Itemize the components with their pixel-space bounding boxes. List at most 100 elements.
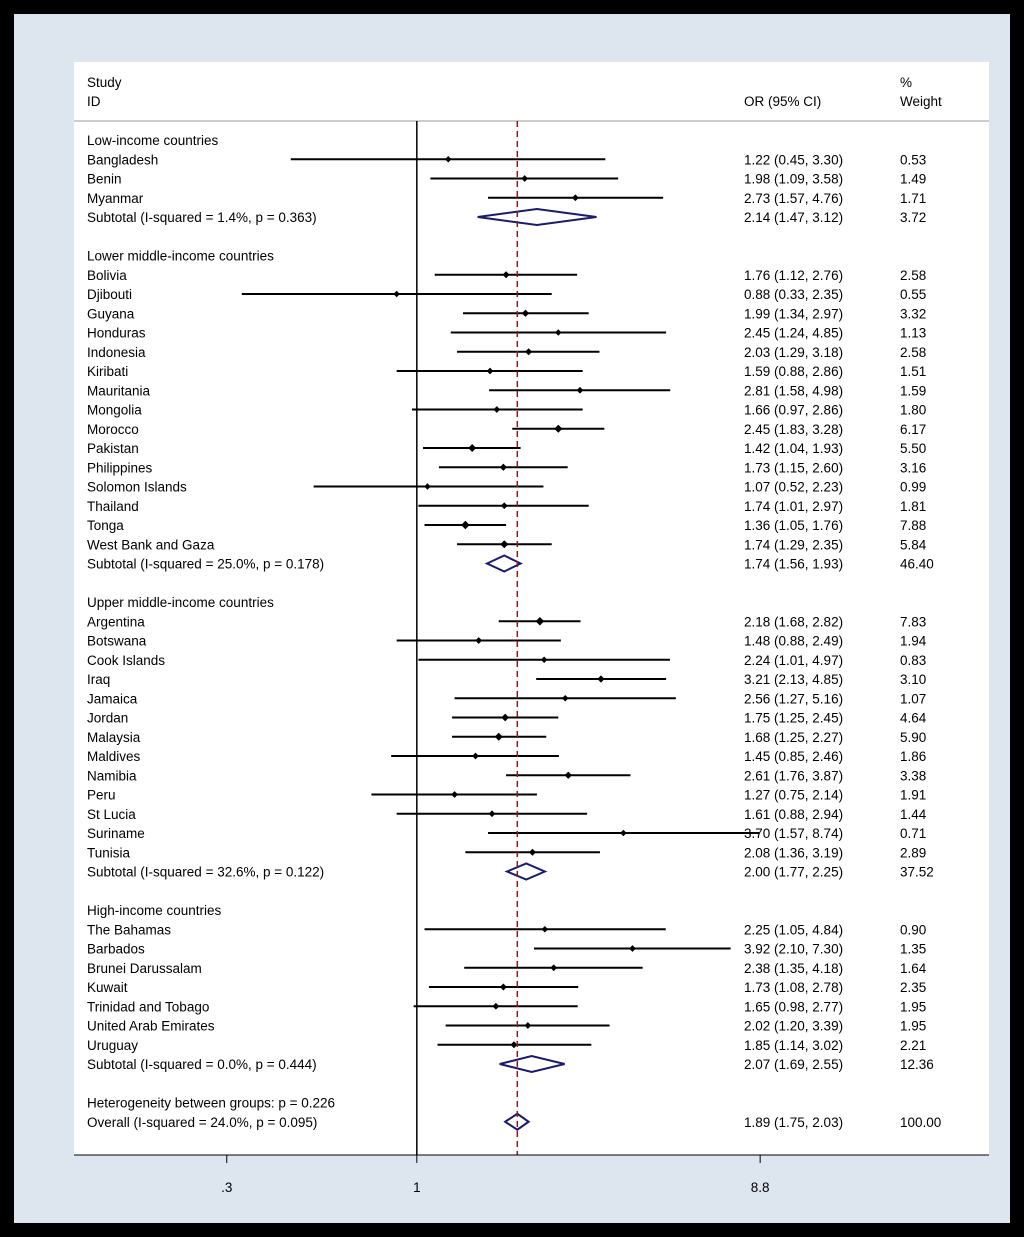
weight-value: 0.99: [900, 480, 926, 495]
study-label: Peru: [87, 788, 116, 803]
study-label: Barbados: [87, 942, 145, 957]
point-estimate-marker: [499, 463, 507, 471]
or-ci-value: 1.59 (0.88, 2.86): [744, 364, 843, 379]
study-label: Thailand: [87, 499, 139, 514]
study-label: Iraq: [87, 672, 110, 687]
subtotal-or-ci-value: 2.00 (1.77, 2.25): [744, 865, 843, 880]
weight-value: 2.58: [900, 345, 926, 360]
group-heading: Lower middle-income countries: [87, 249, 274, 264]
weight-value: 0.53: [900, 152, 926, 167]
study-label: Jordan: [87, 711, 128, 726]
point-estimate-marker: [521, 175, 529, 182]
weight-value: 1.95: [900, 999, 926, 1014]
point-estimate-marker: [486, 367, 494, 375]
or-ci-value: 1.75 (1.25, 2.45): [744, 711, 843, 726]
subtotal-label: Subtotal (I-squared = 32.6%, p = 0.122): [87, 865, 324, 880]
point-estimate-marker: [564, 771, 572, 779]
study-label: Bolivia: [87, 268, 127, 283]
weight-value: 1.81: [900, 499, 926, 514]
weight-value: 3.10: [900, 672, 926, 687]
weight-value: 2.58: [900, 268, 926, 283]
point-estimate-marker: [524, 1022, 532, 1029]
or-ci-value: 1.99 (1.34, 2.97): [744, 306, 843, 321]
weight-value: 1.13: [900, 326, 926, 341]
study-label: Tunisia: [87, 845, 131, 860]
study-label: Trinidad and Tobago: [87, 999, 209, 1014]
or-ci-value: 2.73 (1.57, 4.76): [744, 191, 843, 206]
subtotal-weight-value: 46.40: [900, 557, 934, 572]
point-estimate-marker: [597, 675, 605, 683]
subtotal-weight-value: 37.52: [900, 865, 934, 880]
or-ci-value: 1.42 (1.04, 1.93): [744, 441, 843, 456]
point-estimate-marker: [510, 1041, 518, 1049]
weight-value: 2.89: [900, 845, 926, 860]
study-label: Tonga: [87, 518, 124, 533]
weight-value: 1.91: [900, 788, 926, 803]
or-ci-value: 2.03 (1.29, 3.18): [744, 345, 843, 360]
weight-value: 1.95: [900, 1019, 926, 1034]
forest-plot: Study ID OR (95% CI) % Weight Low-income…: [74, 75, 989, 1195]
subtotal-label: Subtotal (I-squared = 1.4%, p = 0.363): [87, 210, 317, 225]
or-ci-value: 3.92 (2.10, 7.30): [744, 942, 843, 957]
point-estimate-marker: [555, 329, 562, 336]
weight-percent-header: %: [900, 75, 912, 90]
or-ci-value: 1.07 (0.52, 2.23): [744, 480, 843, 495]
point-estimate-marker: [494, 732, 503, 741]
study-label: Uruguay: [87, 1038, 138, 1053]
overall-label: Overall (I-squared = 24.0%, p = 0.095): [87, 1115, 317, 1130]
point-estimate-marker: [493, 406, 501, 413]
study-label: Suriname: [87, 826, 145, 841]
study-label: Myanmar: [87, 191, 144, 206]
weight-value: 2.21: [900, 1038, 926, 1053]
or-ci-value: 2.25 (1.05, 4.84): [744, 922, 843, 937]
study-label: The Bahamas: [87, 922, 171, 937]
weight-value: 6.17: [900, 422, 926, 437]
study-label: Pakistan: [87, 441, 139, 456]
study-label: Kiribati: [87, 364, 128, 379]
point-estimate-marker: [472, 752, 479, 760]
x-tick-label: 8.8: [751, 1180, 770, 1195]
or-ci-value: 2.18 (1.68, 2.82): [744, 614, 843, 629]
or-ci-value: 1.27 (0.75, 2.14): [744, 788, 843, 803]
or-ci-value: 1.98 (1.09, 3.58): [744, 172, 843, 187]
subtotal-or-ci-value: 1.74 (1.56, 1.93): [744, 557, 843, 572]
point-estimate-marker: [525, 348, 533, 356]
study-label: Guyana: [87, 306, 135, 321]
or-ci-value: 2.02 (1.20, 3.39): [744, 1019, 843, 1034]
point-estimate-marker: [620, 829, 627, 837]
or-ci-value: 2.81 (1.58, 4.98): [744, 383, 843, 398]
heterogeneity-label: Heterogeneity between groups: p = 0.226: [87, 1096, 335, 1111]
weight-value: 5.50: [900, 441, 926, 456]
id-header: ID: [87, 94, 101, 109]
or-ci-value: 1.74 (1.01, 2.97): [744, 499, 843, 514]
point-estimate-marker: [445, 156, 452, 163]
point-estimate-marker: [521, 309, 530, 317]
point-estimate-marker: [561, 694, 569, 702]
weight-value: 3.16: [900, 460, 926, 475]
study-label: Botswana: [87, 634, 147, 649]
subtotal-label: Subtotal (I-squared = 0.0%, p = 0.444): [87, 1057, 317, 1072]
study-label: Kuwait: [87, 980, 128, 995]
point-estimate-marker: [461, 520, 470, 530]
or-ci-value: 1.45 (0.85, 2.46): [744, 749, 843, 764]
study-label: Brunei Darussalam: [87, 961, 202, 976]
or-ci-value: 1.22 (0.45, 3.30): [744, 152, 843, 167]
or-ci-value: 1.61 (0.88, 2.94): [744, 807, 843, 822]
weight-value: 0.71: [900, 826, 926, 841]
study-label: Honduras: [87, 326, 146, 341]
weight-value: 1.94: [900, 634, 927, 649]
subtotal-weight-value: 12.36: [900, 1057, 934, 1072]
point-estimate-marker: [500, 502, 508, 510]
or-ci-value: 2.08 (1.36, 3.19): [744, 845, 843, 860]
weight-value: 1.44: [900, 807, 927, 822]
point-estimate-marker: [468, 444, 477, 452]
plot-panel: Study ID OR (95% CI) % Weight Low-income…: [74, 62, 989, 1195]
weight-value: 2.35: [900, 980, 926, 995]
weight-header: Weight: [900, 94, 942, 109]
point-estimate-marker: [451, 791, 458, 798]
study-label: Cook Islands: [87, 653, 165, 668]
point-estimate-marker: [629, 945, 636, 952]
study-label: Solomon Islands: [87, 480, 187, 495]
study-label: Argentina: [87, 614, 145, 629]
point-estimate-marker: [424, 483, 431, 490]
